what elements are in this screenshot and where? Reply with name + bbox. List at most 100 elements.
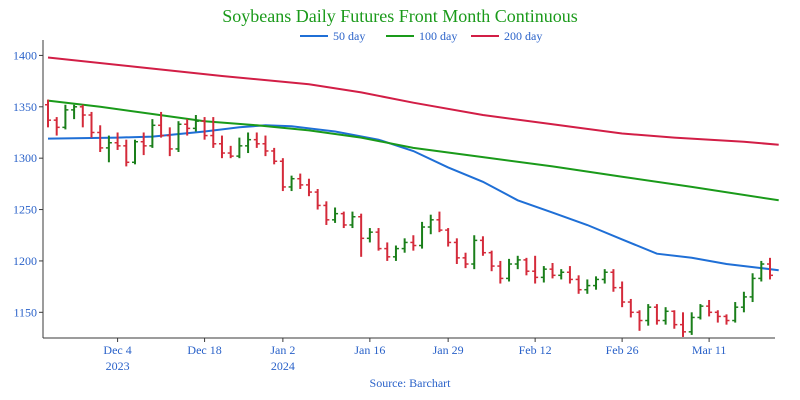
ohlc-bar: [236, 137, 243, 159]
ohlc-bar: [323, 201, 330, 225]
ohlc-bar: [305, 178, 312, 197]
legend-label: 200 day: [504, 29, 542, 43]
ohlc-bar: [97, 125, 104, 153]
ohlc-bar: [349, 211, 356, 229]
ohlc-bar: [332, 207, 339, 223]
ohlc-bar: [471, 235, 478, 270]
y-tick-label: 1350: [13, 100, 37, 114]
ohlc-bar: [71, 104, 78, 120]
ohlc-bar: [366, 228, 373, 243]
ohlc-bar: [584, 279, 591, 294]
ohlc-bar: [297, 173, 304, 189]
series-line-50-day: [47, 124, 779, 272]
ohlc-bar: [392, 245, 399, 261]
ohlc-bar: [714, 310, 721, 323]
chart-title: Soybeans Daily Futures Front Month Conti…: [222, 6, 578, 26]
ohlc-bar: [175, 121, 182, 153]
ohlc-bar: [488, 250, 495, 272]
ohlc-bar: [653, 304, 660, 325]
ohlc-bar: [549, 262, 556, 279]
ohlc-bar: [436, 211, 443, 233]
y-tick-label: 1250: [13, 203, 37, 217]
ohlc-bar: [540, 266, 547, 283]
ohlc-bar: [680, 312, 687, 337]
legend: 50 day 100 day 200 day: [300, 29, 542, 43]
y-tick-label: 1300: [13, 151, 37, 165]
ohlc-bar: [566, 266, 573, 284]
x-tick-label: Jan 16: [354, 343, 385, 357]
ohlc-bar: [419, 221, 426, 249]
ohlc-bar: [358, 213, 365, 257]
ohlc-bar: [462, 252, 469, 269]
x-tick-label: Dec 4: [103, 343, 131, 357]
ohlc-bar: [45, 99, 51, 128]
ohlc-bar: [279, 158, 286, 192]
ohlc-bar: [619, 281, 626, 308]
ohlc-bar: [384, 242, 391, 261]
ohlc-bar: [479, 236, 486, 256]
ohlc-bar: [601, 269, 608, 284]
ohlc-bar: [636, 310, 643, 331]
ohlc-bar: [375, 228, 382, 251]
ohlc-bar: [62, 104, 69, 130]
ohlc-bar: [201, 117, 208, 140]
ohlc-bar: [506, 258, 513, 282]
ohlc-bar: [514, 255, 521, 270]
ohlc-bar: [671, 310, 678, 329]
ohlc-bar: [184, 119, 191, 136]
ohlc-bar: [740, 291, 747, 313]
ohlc-bar: [645, 304, 652, 326]
ohlc-bar: [253, 132, 260, 148]
x-tick-label: Feb 12: [519, 343, 552, 357]
ohlc-bar: [453, 238, 460, 265]
ohlc-bar: [767, 257, 773, 280]
ohlc-bar: [123, 139, 130, 167]
y-tick-label: 1400: [13, 48, 37, 62]
series-layer: [47, 56, 779, 272]
ohlc-bar: [271, 147, 278, 165]
ohlc-bar: [593, 276, 600, 290]
ohlc-bar: [158, 111, 165, 138]
ohlc-bar: [79, 104, 86, 128]
ohlc-bar: [131, 139, 138, 165]
ohlc-bar: [558, 269, 565, 280]
ohlc-bars-layer: [45, 99, 773, 337]
ohlc-bar: [706, 299, 713, 317]
ohlc-bar: [53, 117, 60, 136]
ohlc-bar: [575, 275, 582, 294]
ohlc-bar: [688, 312, 695, 335]
x-tick-label: Jan 2: [270, 343, 295, 357]
ohlc-bar: [523, 257, 530, 276]
ohlc-bar: [149, 119, 156, 148]
ohlc-bar: [749, 273, 756, 303]
series-line-200-day: [47, 56, 779, 146]
x-tick-label: Mar 11: [692, 343, 727, 357]
ohlc-bar: [166, 127, 173, 157]
ohlc-bar: [114, 132, 121, 150]
ohlc-bar: [732, 302, 739, 323]
ohlc-bar: [445, 228, 452, 247]
ohlc-bar: [723, 314, 730, 325]
ohlc-bar: [262, 135, 269, 157]
x-tick-label: Feb 26: [606, 343, 639, 357]
ohlc-bar: [227, 145, 234, 159]
ohlc-bar: [88, 111, 95, 138]
y-tick-label: 1200: [13, 254, 37, 268]
legend-label: 50 day: [333, 29, 365, 43]
ohlc-bar: [758, 260, 765, 282]
y-tick-labels: 1150 1200 1250 1300 1350 1400: [13, 48, 43, 319]
ohlc-bar: [410, 235, 417, 251]
ohlc-bar: [210, 117, 217, 148]
ohlc-bar: [218, 135, 225, 159]
legend-label: 100 day: [419, 29, 457, 43]
x-tick-labels: Dec 4 2023 Dec 18 Jan 2 2024 Jan 16 Jan 29 Feb …: [103, 338, 726, 373]
x-tick-year-label: 2024: [271, 359, 295, 373]
ohlc-bar: [288, 175, 295, 192]
ohlc-bar: [340, 211, 347, 229]
ohlc-bar: [610, 269, 617, 292]
series-line-100-day: [47, 99, 779, 202]
ohlc-bar: [497, 260, 504, 284]
ohlc-bar: [140, 132, 147, 156]
ohlc-bar: [532, 255, 539, 284]
